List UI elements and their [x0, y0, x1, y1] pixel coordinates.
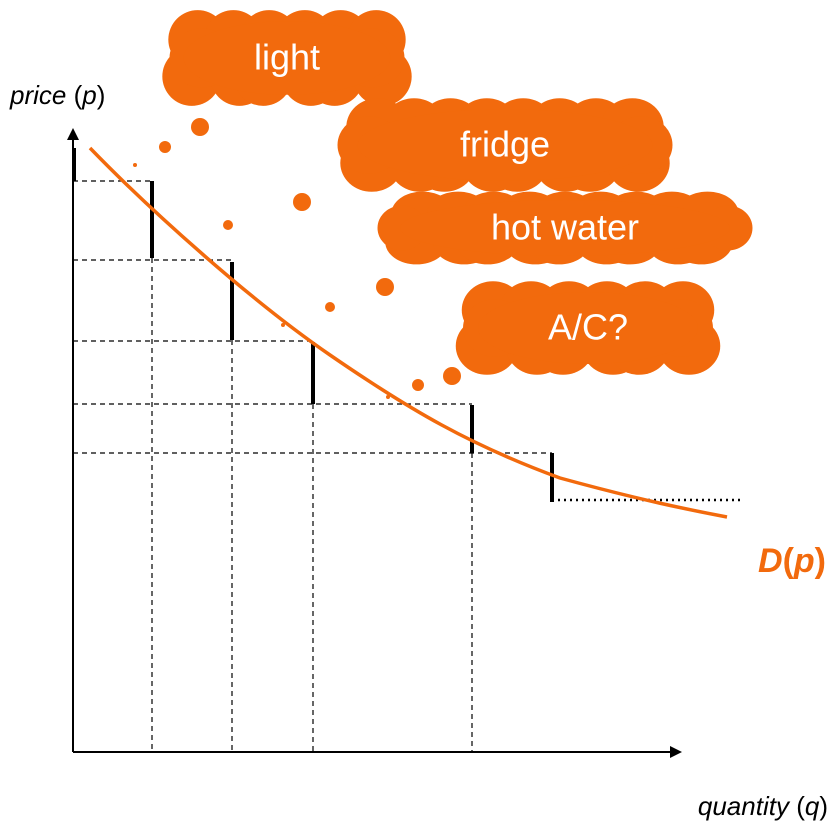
guides [73, 180, 742, 752]
cloud-body [478, 292, 698, 364]
bubble-dot [281, 323, 285, 327]
bubble-dot [191, 118, 209, 136]
cloud-label: light [254, 37, 320, 78]
bubble-dot [412, 379, 424, 391]
bubble-dot [325, 302, 335, 312]
cloud-body [183, 21, 391, 95]
cloud: light [162, 10, 412, 106]
bubble-dot [376, 278, 394, 296]
cloud-body [357, 109, 653, 181]
cloud: A/C? [455, 281, 721, 375]
bubble-dot [133, 163, 137, 167]
bubble-dot [223, 220, 233, 230]
cloud: fridge [337, 98, 673, 192]
bubble-dot [443, 367, 461, 385]
curve-label: D(p) [758, 542, 826, 580]
y-axis-label: price (p) [9, 80, 105, 110]
cloud-label: fridge [460, 124, 550, 165]
cloud-label: hot water [491, 207, 639, 248]
cloud-label: A/C? [548, 307, 628, 348]
bubble-dot [159, 141, 171, 153]
demand-curve [88, 146, 728, 519]
bubble-dot [293, 193, 311, 211]
cloud: hot water [377, 191, 753, 265]
clouds: light fridge hot water A/C? [133, 10, 753, 399]
x-axis-label: quantity (q) [698, 791, 828, 821]
cloud-body [400, 200, 730, 256]
bubble-dot [386, 395, 390, 399]
